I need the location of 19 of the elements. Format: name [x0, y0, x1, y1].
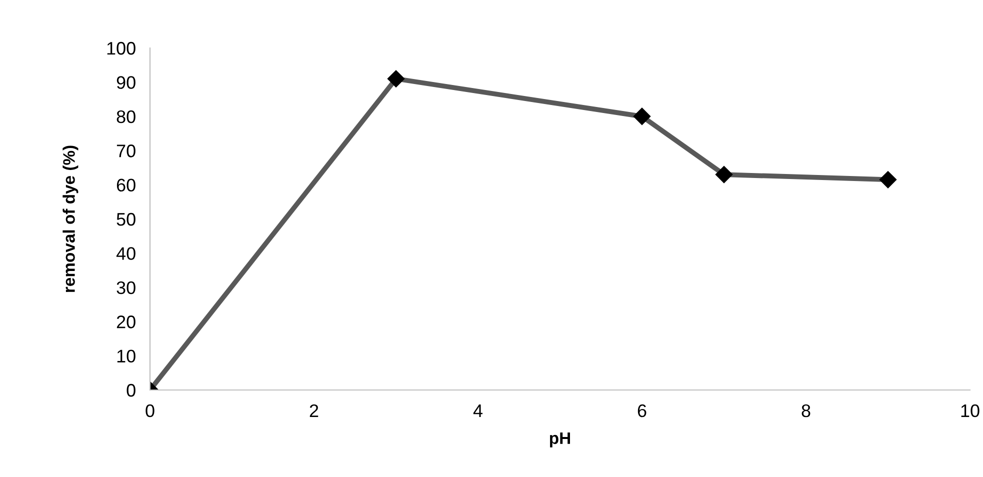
x-tick-label: 8: [802, 404, 810, 418]
y-tick-label: 10: [117, 350, 136, 363]
x-tick-label: 2: [310, 404, 318, 417]
x-axis-title: pH: [550, 432, 570, 448]
y-tick-label: 80: [116, 110, 136, 124]
y-tick-label: 30: [116, 281, 136, 294]
y-tick-label: 50: [116, 212, 136, 226]
y-tick-label: 40: [116, 247, 136, 260]
y-tick-label: 90: [116, 76, 136, 89]
y-axis-title: removal of dye (%): [62, 146, 78, 292]
x-tick-label: 10: [961, 404, 980, 418]
x-tick-label: 0: [146, 404, 154, 418]
x-tick-label: 6: [638, 404, 646, 418]
y-tick-label: 0: [126, 384, 136, 397]
x-tick-label: 4: [473, 404, 482, 417]
y-tick-label: 70: [116, 144, 136, 158]
y-tick-label: 60: [116, 178, 136, 192]
y-tick-label: 100: [107, 42, 136, 55]
y-tick-label: 20: [116, 316, 136, 328]
